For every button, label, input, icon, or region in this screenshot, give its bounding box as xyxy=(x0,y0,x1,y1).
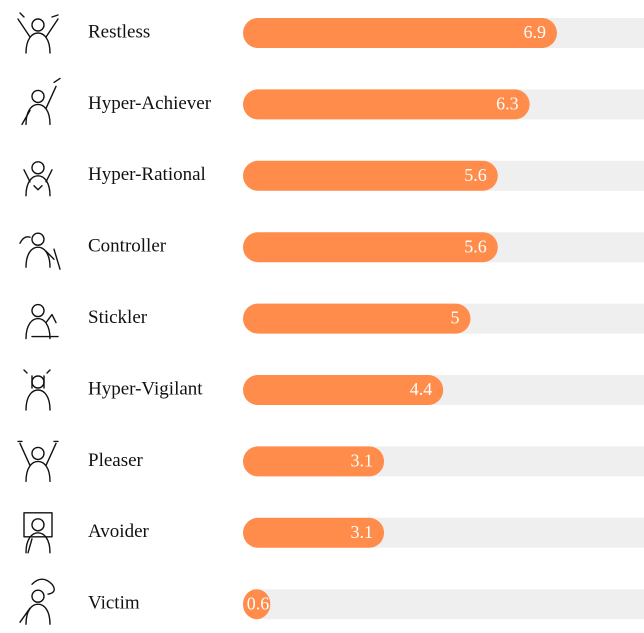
value-label: 6.3 xyxy=(496,94,519,114)
category-label: Hyper-Vigilant xyxy=(88,378,203,399)
icon xyxy=(18,441,58,481)
icon-body xyxy=(26,247,50,267)
icon-head xyxy=(32,519,44,531)
icon xyxy=(24,370,50,410)
category-label: Restless xyxy=(88,21,150,42)
icon-detail xyxy=(24,170,52,190)
bar xyxy=(243,304,471,334)
icon xyxy=(20,233,60,269)
icon-head xyxy=(32,233,44,245)
icon-body xyxy=(26,390,50,410)
bar xyxy=(243,161,498,191)
value-label: 5 xyxy=(451,308,460,328)
icon-head xyxy=(32,305,44,317)
icon xyxy=(18,13,58,53)
icon-body xyxy=(26,533,50,553)
icon-head xyxy=(32,19,44,31)
icon-body xyxy=(26,176,50,196)
icon-detail xyxy=(32,315,58,337)
category-label: Victim xyxy=(88,593,140,614)
icon-detail xyxy=(24,370,50,388)
icon-body xyxy=(26,604,50,624)
icon xyxy=(20,579,54,624)
chart: Restless 6.9 Hyper-Achiever 6.3 Hyper-Ration… xyxy=(0,0,644,633)
category-label: Hyper-Achiever xyxy=(88,93,212,114)
icon-head xyxy=(32,447,44,459)
bar xyxy=(243,18,557,48)
category-label: Stickler xyxy=(88,307,148,328)
icon xyxy=(26,305,58,339)
icon-head xyxy=(32,162,44,174)
category-label: Pleaser xyxy=(88,450,144,471)
bar xyxy=(243,89,530,119)
icon-head xyxy=(32,376,44,388)
category-label: Controller xyxy=(88,236,167,257)
value-label: 6.9 xyxy=(523,22,546,42)
icon xyxy=(24,513,52,553)
value-label: 4.4 xyxy=(410,379,433,399)
category-label: Avoider xyxy=(88,521,150,542)
category-label: Hyper-Rational xyxy=(88,164,206,185)
icon-head xyxy=(32,590,44,602)
value-label: 3.1 xyxy=(351,451,374,471)
bar-track xyxy=(243,589,644,619)
icon xyxy=(24,162,52,196)
bar xyxy=(243,232,498,262)
icon-head xyxy=(32,90,44,102)
value-label: 5.6 xyxy=(464,236,487,256)
icon xyxy=(22,78,60,124)
value-label: 0.6 xyxy=(247,593,270,613)
value-label: 5.6 xyxy=(464,165,487,185)
value-label: 3.1 xyxy=(351,522,374,542)
